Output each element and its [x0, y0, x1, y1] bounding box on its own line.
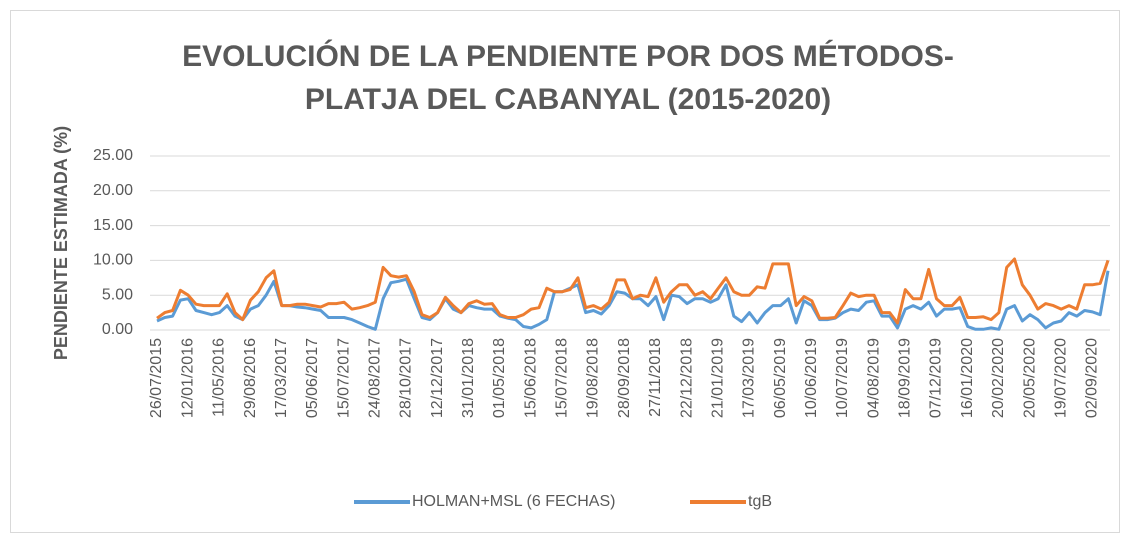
x-tick-label: 19/08/2018 — [585, 338, 602, 418]
x-tick-label: 16/01/2020 — [959, 338, 976, 418]
legend-label: HOLMAN+MSL (6 FECHAS) — [412, 493, 615, 510]
y-tick-label: 15.00 — [93, 217, 133, 234]
x-tick-label: 10/07/2019 — [834, 338, 851, 418]
x-tick-label: 22/12/2018 — [678, 338, 695, 418]
x-tick-label: 27/11/2018 — [647, 338, 664, 417]
x-tick-label: 12/12/2017 — [429, 338, 446, 418]
chart-frame — [10, 10, 1120, 533]
y-tick-label: 10.00 — [93, 252, 133, 269]
x-tick-label: 01/05/2018 — [491, 338, 508, 418]
x-tick-label: 29/08/2016 — [242, 338, 259, 418]
x-tick-label: 07/12/2019 — [928, 338, 945, 418]
x-tick-label: 02/09/2020 — [1084, 338, 1101, 418]
y-tick-label: 25.00 — [93, 147, 133, 164]
x-tick-label: 15/07/2018 — [554, 338, 571, 418]
x-tick-label: 18/09/2019 — [897, 338, 914, 418]
series-line — [156, 257, 1110, 325]
x-tick-label: 11/05/2016 — [211, 338, 228, 417]
chart-subtitle: PLATJA DEL CABANYAL (2015-2020) — [305, 83, 831, 116]
x-tick-label: 24/08/2017 — [366, 338, 383, 418]
x-tick-label: 21/01/2019 — [709, 338, 726, 418]
x-tick-label: 28/09/2018 — [616, 338, 633, 418]
x-tick-label: 15/06/2018 — [522, 338, 539, 418]
x-tick-label: 17/03/2019 — [741, 338, 758, 418]
x-tick-label: 28/10/2017 — [398, 338, 415, 418]
x-tick-label: 06/05/2019 — [772, 338, 789, 418]
x-tick-label: 15/07/2017 — [335, 338, 352, 418]
x-tick-label: 05/06/2017 — [304, 338, 321, 418]
y-tick-label: 20.00 — [93, 182, 133, 199]
y-axis-label: PENDIENTE ESTIMADA (%) — [51, 126, 71, 360]
x-tick-label: 17/03/2017 — [273, 338, 290, 418]
x-tick-label: 26/07/2015 — [148, 338, 165, 418]
y-tick-label: 0.00 — [102, 321, 133, 338]
x-tick-label: 20/02/2020 — [990, 338, 1007, 418]
x-tick-label: 19/07/2020 — [1052, 338, 1069, 418]
x-tick-label: 12/01/2016 — [179, 338, 196, 418]
x-tick-label: 20/05/2020 — [1021, 338, 1038, 418]
chart-title: EVOLUCIÓN DE LA PENDIENTE POR DOS MÉTODO… — [182, 39, 954, 73]
legend-label: tgB — [748, 493, 772, 510]
x-tick-label: 31/01/2018 — [460, 338, 477, 418]
x-tick-label: 10/06/2019 — [803, 338, 820, 418]
x-tick-label: 04/08/2019 — [865, 338, 882, 418]
y-tick-label: 5.00 — [102, 286, 133, 303]
